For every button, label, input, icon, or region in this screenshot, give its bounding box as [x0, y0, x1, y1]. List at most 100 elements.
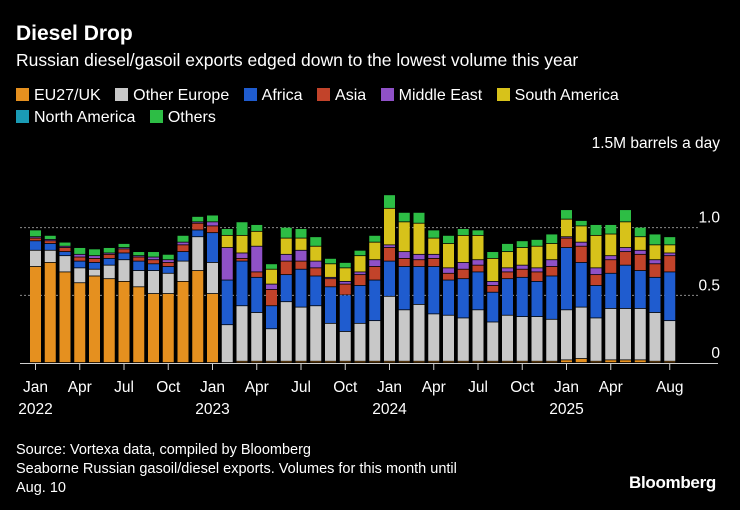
bar-segment: [89, 262, 100, 269]
bar-segment: [74, 283, 86, 363]
bar-segment: [59, 246, 71, 248]
bar-segment: [118, 243, 130, 248]
bar-segment: [649, 361, 661, 363]
y-tick-label: 0.5: [698, 277, 720, 294]
bar-segment: [546, 266, 558, 276]
bar-segment: [413, 254, 425, 260]
legend-label: Middle East: [398, 87, 483, 104]
bar-segment: [266, 264, 277, 269]
bar-segment: [413, 304, 425, 361]
x-tick-label: Apr: [422, 379, 446, 396]
bar-segment: [295, 238, 307, 250]
bar-segment: [133, 261, 145, 271]
bar-segment: [103, 258, 115, 265]
bar-segment: [103, 279, 115, 363]
bar-segment: [295, 229, 307, 238]
footer: Source: Vortexa data, compiled by Bloomb…: [16, 441, 457, 498]
bar-segment: [546, 243, 558, 260]
bar-segment: [207, 226, 218, 233]
bar-segment: [339, 295, 351, 332]
bar-segment: [325, 258, 336, 264]
bar-segment: [620, 222, 631, 248]
legend-label: North America: [34, 109, 136, 126]
bar-segment: [384, 247, 395, 261]
legend-item: Africa: [243, 85, 303, 107]
bar-segment: [516, 265, 528, 269]
bar-segment: [369, 260, 381, 267]
bar-segment: [561, 237, 572, 238]
bar-segment: [177, 235, 189, 242]
bar-segment: [413, 212, 425, 223]
bar-segment: [634, 308, 646, 360]
bar-segment: [310, 276, 322, 306]
bar-segment: [89, 258, 100, 263]
bar-segment: [310, 268, 322, 276]
bar-segment: [443, 235, 454, 244]
bar-segment: [649, 312, 661, 361]
bar-segment: [384, 261, 395, 296]
bar-segment: [472, 272, 484, 310]
bar-segment: [531, 361, 543, 363]
bar-segment: [30, 250, 41, 267]
bar-segment: [369, 361, 381, 363]
legend-swatch: [16, 110, 29, 123]
bar-segment: [443, 315, 454, 361]
bar-segment: [162, 260, 174, 263]
x-year-label: 2022: [18, 401, 52, 418]
bar-segment: [516, 277, 528, 317]
bar-segment: [177, 252, 189, 261]
bar-segment: [266, 289, 277, 306]
bar-segment: [74, 261, 86, 268]
bar-segment: [148, 252, 159, 257]
bar-segment: [561, 247, 572, 310]
legend-swatch: [149, 110, 163, 123]
bar-segment: [236, 258, 248, 261]
bar-segment: [221, 229, 233, 235]
bar-segment: [457, 361, 469, 363]
bar-segment: [634, 227, 646, 237]
bar-segment: [516, 241, 528, 248]
bar-segment: [472, 230, 484, 235]
bar-segment: [546, 276, 558, 319]
bar-segment: [590, 224, 602, 235]
bar-segment: [457, 229, 469, 235]
bar-segment: [207, 293, 218, 363]
x-year-label: 2023: [195, 401, 229, 418]
bar-segment: [236, 253, 248, 258]
bar-segment: [384, 195, 395, 208]
axes: 0 0.5 1.0 Jan 2022 Apr Jul Oct Jan 2023 Apr Jul Oct J…: [18, 210, 720, 418]
bar-segment: [59, 256, 71, 272]
bar-segment: [546, 319, 558, 361]
bar-segment: [251, 361, 263, 363]
x-tick-label: Apr: [245, 379, 269, 396]
bar-segment: [457, 262, 469, 269]
legend-item: EU27/UK: [16, 85, 101, 107]
bar-segment: [251, 224, 263, 231]
bar-segment: [251, 246, 263, 272]
bar-segment: [561, 310, 572, 360]
bar-segment: [590, 318, 602, 361]
bar-segment: [487, 292, 499, 322]
bar-segment: [575, 307, 587, 359]
bar-segment: [162, 254, 174, 260]
bar-segment: [295, 261, 307, 269]
bar-segment: [561, 219, 572, 237]
bar-segment: [487, 258, 499, 281]
bar-segment: [575, 226, 587, 242]
x-tick-label: Apr: [599, 379, 623, 396]
bar-segment: [118, 281, 130, 363]
bar-segment: [443, 273, 454, 280]
bar-segment: [30, 241, 41, 250]
bar-segment: [649, 245, 661, 260]
bar-segment: [605, 273, 617, 309]
bar-segment: [605, 360, 617, 363]
bar-segment: [236, 235, 248, 253]
bar-segment: [310, 261, 322, 268]
bar-segment: [354, 323, 366, 361]
bar-segment: [310, 361, 322, 363]
bar-segment: [148, 293, 159, 363]
bar-segment: [457, 235, 469, 263]
bar-segment: [59, 272, 71, 363]
bar-segment: [339, 331, 351, 361]
bar-segment: [354, 256, 366, 272]
